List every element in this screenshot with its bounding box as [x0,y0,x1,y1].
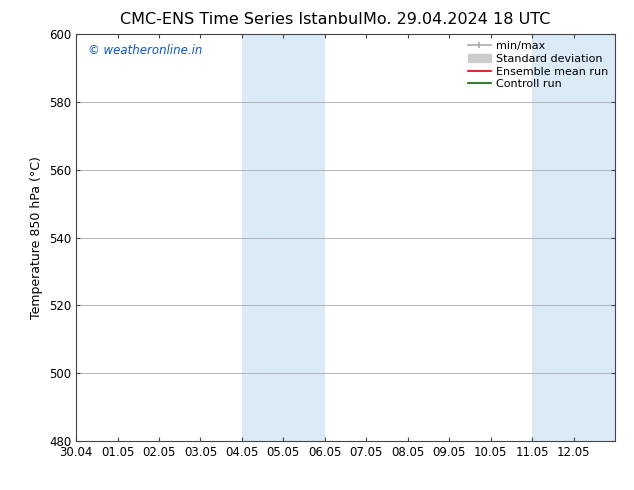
Legend: min/max, Standard deviation, Ensemble mean run, Controll run: min/max, Standard deviation, Ensemble me… [465,38,612,93]
Bar [532,34,615,441]
Text: © weatheronline.in: © weatheronline.in [88,45,202,57]
Y-axis label: Temperature 850 hPa (°C): Temperature 850 hPa (°C) [30,156,43,319]
Text: CMC-ENS Time Series Istanbul: CMC-ENS Time Series Istanbul [120,12,362,27]
Text: Mo. 29.04.2024 18 UTC: Mo. 29.04.2024 18 UTC [363,12,550,27]
Bar [242,34,325,441]
